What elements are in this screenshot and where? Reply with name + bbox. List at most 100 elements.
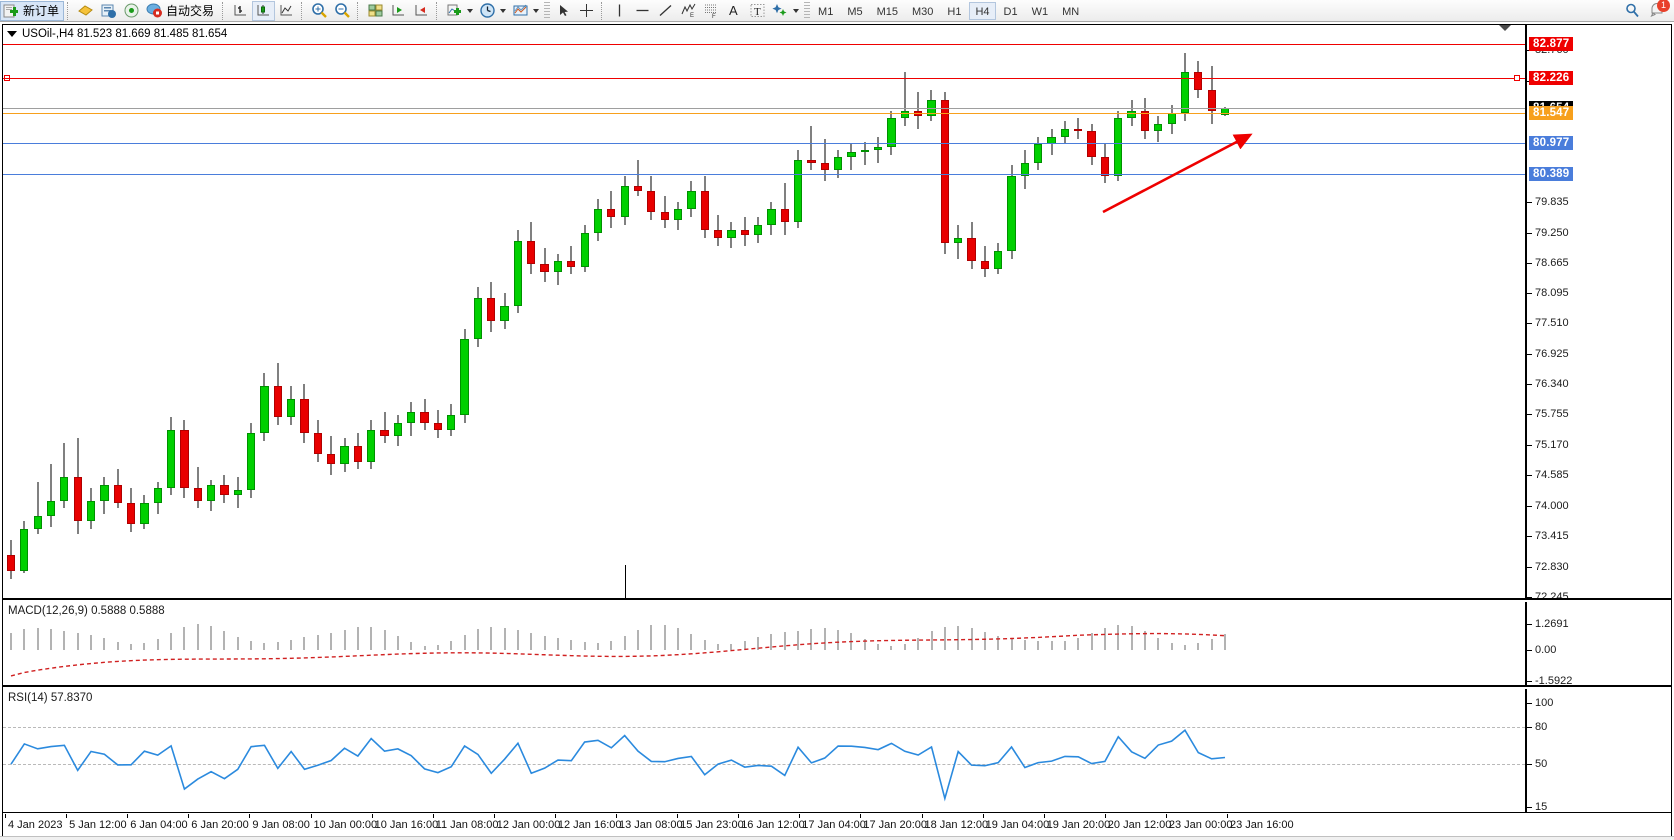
price-tag-resistance[interactable]: 82.877	[1529, 37, 1574, 52]
rsi-axis-label: 15	[1535, 801, 1548, 813]
tile-windows-button[interactable]	[364, 1, 387, 21]
toolbar-grip-2[interactable]	[804, 1, 811, 20]
crosshair-tool-button[interactable]	[575, 1, 598, 21]
chevron-down-icon-shapes[interactable]	[793, 8, 800, 13]
macd-histogram-bar	[717, 643, 720, 651]
candle	[193, 466, 202, 509]
shapes-tool-button[interactable]	[769, 1, 802, 21]
trendline-tool-button[interactable]	[654, 1, 677, 21]
zoom-out-button[interactable]	[331, 1, 354, 21]
macd-histogram-bar	[1010, 638, 1013, 651]
candle-body	[513, 240, 523, 306]
bullish-trend-arrow[interactable]	[3, 25, 1525, 598]
macd-histogram-bar	[930, 631, 933, 651]
chevron-down-icon-period[interactable]	[500, 8, 507, 13]
chart-window[interactable]: USOil-,H4 81.523 81.669 81.485 81.654 82…	[2, 24, 1672, 838]
time-axis-tick	[1043, 814, 1045, 818]
elliott-wave-tool-button[interactable]: E	[677, 1, 700, 21]
cursor-tool-button[interactable]	[552, 1, 575, 21]
candle	[927, 89, 936, 121]
chart-shift-icon	[390, 2, 407, 19]
candle	[113, 469, 122, 509]
candle	[1060, 120, 1070, 145]
notification-bell-icon[interactable]: 1	[1649, 0, 1670, 19]
macd-axis-tick	[1527, 624, 1532, 625]
auto-trading-button[interactable]: 自动交易	[143, 1, 219, 21]
price-plot-area[interactable]	[3, 25, 1525, 598]
new-order-button[interactable]: 新订单	[0, 0, 65, 21]
candle-wick	[824, 139, 826, 181]
expert-advisor-button[interactable]	[74, 1, 97, 21]
horizontal-line-tool-button[interactable]	[631, 1, 654, 21]
candle-wick	[864, 141, 866, 166]
candle-body	[313, 432, 322, 454]
price-tag-resistance[interactable]: 82.226	[1529, 71, 1574, 86]
bar-chart-button[interactable]	[229, 1, 252, 21]
vertical-line-tool-button[interactable]	[608, 1, 631, 21]
add-indicator-button[interactable]	[443, 1, 476, 21]
timeframe-d1[interactable]: D1	[1003, 5, 1018, 18]
price-level-line[interactable]	[3, 173, 1525, 175]
macd-histogram-bar	[303, 637, 306, 651]
timeframe-m15[interactable]: M15	[876, 5, 898, 18]
chart-shift-button[interactable]	[387, 1, 410, 21]
toolbar-grip[interactable]	[544, 1, 551, 20]
price-axis-label: 75.755	[1535, 408, 1569, 421]
price-level-line[interactable]	[3, 142, 1525, 144]
price-axis[interactable]: 82.76082.17579.83579.25078.66578.09577.5…	[1525, 25, 1671, 598]
candle	[126, 487, 136, 532]
price-level-line[interactable]	[3, 107, 1525, 109]
chart-dropdown-caret-icon[interactable]	[7, 31, 17, 37]
navigator-button[interactable]	[120, 1, 143, 21]
price-level-handle[interactable]	[1514, 75, 1520, 82]
data-window-button[interactable]	[97, 1, 120, 21]
line-chart-button[interactable]	[275, 1, 298, 21]
auto-scroll-button[interactable]	[410, 1, 433, 21]
time-axis-tick	[799, 814, 801, 818]
timeframe-m30[interactable]: M30	[912, 5, 934, 18]
period-clock-icon	[479, 2, 496, 19]
macd-histogram-bar	[1037, 640, 1040, 651]
timeframe-h1[interactable]: H1	[947, 5, 962, 18]
price-tag-support[interactable]: 80.977	[1529, 135, 1574, 150]
timeframe-mn[interactable]: MN	[1062, 5, 1080, 18]
time-axis-label: 4 Jan 2023	[8, 819, 63, 831]
templates-button[interactable]	[509, 1, 542, 21]
macd-histogram-bar	[476, 629, 479, 651]
chevron-down-icon[interactable]	[467, 8, 474, 13]
price-pane[interactable]: USOil-,H4 81.523 81.669 81.485 81.654 82…	[3, 25, 1671, 600]
rsi-axis[interactable]: 100 80 50 15	[1525, 689, 1671, 812]
price-tag-pivot[interactable]: 81.547	[1529, 106, 1574, 121]
candle-body	[433, 422, 443, 431]
candle	[820, 139, 829, 181]
macd-histogram-bar	[1023, 640, 1026, 651]
text-label-tool-button[interactable]: T	[746, 1, 769, 21]
timeframe-w1[interactable]: W1	[1031, 5, 1049, 18]
period-button[interactable]	[476, 1, 509, 21]
text-tool-button[interactable]: A	[723, 1, 746, 21]
price-level-line[interactable]	[3, 113, 1525, 115]
price-level-line[interactable]	[3, 78, 1525, 80]
timeframe-m5[interactable]: M5	[847, 5, 863, 18]
rsi-pane[interactable]: RSI(14) 57.8370 100 80 50 15	[3, 689, 1671, 813]
chart-symbol-header[interactable]: USOil-,H4 81.523 81.669 81.485 81.654	[7, 28, 227, 40]
templates-icon	[512, 2, 529, 19]
zoom-in-button[interactable]	[308, 1, 331, 21]
macd-axis[interactable]: 1.2691 0.00 -1.5922	[1525, 602, 1671, 685]
macd-plot-area[interactable]	[3, 602, 1525, 685]
timeframe-h4[interactable]: H4	[969, 1, 996, 20]
price-tag-support[interactable]: 80.389	[1529, 166, 1574, 181]
timeframe-m1[interactable]: M1	[818, 5, 834, 18]
chart-scroll-caret[interactable]	[1499, 25, 1511, 31]
search-icon[interactable]	[1624, 2, 1641, 19]
macd-pane[interactable]: MACD(12,26,9) 0.5888 0.5888 1.2691 0.00 -1…	[3, 602, 1671, 687]
candle-body	[500, 305, 509, 322]
price-level-line[interactable]	[3, 44, 1525, 46]
candlestick-chart-button[interactable]	[252, 0, 276, 21]
time-axis[interactable]: 4 Jan 2023 5 Jan 12:00 6 Jan 04:00 6 Jan 20…	[3, 814, 1671, 837]
chevron-down-icon-templates[interactable]	[533, 8, 540, 13]
macd-histogram-bar	[36, 628, 39, 651]
rsi-plot-area[interactable]	[3, 689, 1525, 812]
fibonacci-tool-button[interactable]: F	[700, 1, 723, 21]
new-order-icon	[3, 2, 20, 19]
